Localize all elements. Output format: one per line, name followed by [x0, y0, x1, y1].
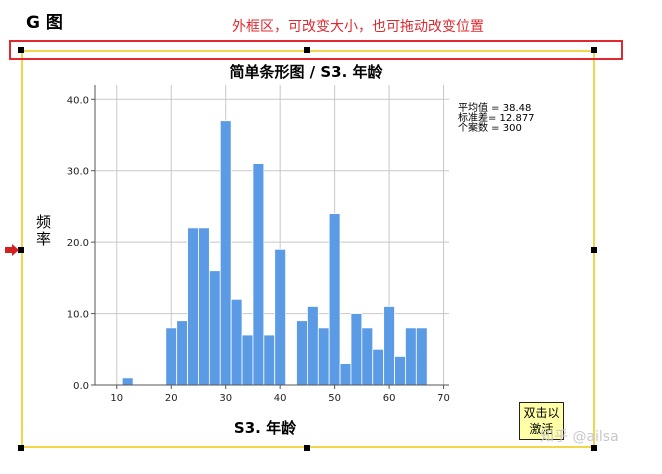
y-tick-label: 30.0	[67, 167, 89, 178]
histogram-bar	[274, 248, 287, 386]
histogram-bar	[187, 227, 199, 386]
histogram-bar	[405, 327, 417, 386]
resize-handle-top-left[interactable]	[18, 47, 24, 53]
resize-handle-bottom-right[interactable]	[591, 445, 597, 451]
histogram-bar	[361, 327, 374, 386]
histogram-bar	[372, 348, 385, 386]
activate-button[interactable]: 双击以 激活	[519, 402, 564, 440]
x-tick-label: 50	[328, 393, 341, 404]
stats-mean: 平均值 = 38.48	[458, 103, 532, 114]
stats-n: 个案数 = 300	[458, 123, 522, 134]
histogram-bar	[263, 334, 276, 386]
resize-handle-left[interactable]	[18, 247, 24, 253]
resize-handle-top-right[interactable]	[591, 47, 597, 53]
x-tick-label: 40	[274, 393, 287, 404]
resize-handle-top[interactable]	[304, 47, 310, 53]
stats-box: 平均值 = 38.48 标准差= 12.877 个案数 = 300	[458, 104, 535, 134]
histogram-bar	[198, 227, 210, 386]
histogram-bar	[415, 327, 428, 386]
y-tick-label: 0.0	[73, 381, 89, 392]
x-tick-label: 30	[219, 393, 232, 404]
y-axis-label: 频率	[36, 213, 52, 248]
histogram-bar	[208, 270, 221, 386]
resize-handle-right[interactable]	[591, 247, 597, 253]
histogram-bar	[383, 306, 395, 386]
histogram-bar	[241, 334, 254, 386]
histogram-bar	[252, 163, 265, 386]
y-tick-label: 40.0	[67, 95, 89, 106]
histogram-bar	[121, 377, 134, 386]
y-tick-labels: 0.0 10.0 20.0 30.0 40.0	[67, 95, 95, 392]
histogram-bar	[165, 327, 178, 386]
y-tick-label: 10.0	[67, 310, 89, 321]
histogram-bar	[219, 120, 232, 386]
x-axis-label: S3. 年龄	[233, 419, 297, 437]
histogram-bar	[296, 320, 308, 386]
x-tick-label: 70	[437, 393, 450, 404]
bars	[121, 120, 428, 386]
x-tick-labels: 10 20 30 40 50 60 70	[110, 385, 450, 404]
axes	[94, 85, 449, 386]
x-tick-label: 20	[165, 393, 178, 404]
histogram-bar	[339, 363, 352, 386]
selection-arrow-icon	[5, 244, 19, 256]
x-tick-label: 60	[383, 393, 396, 404]
page-heading: G 图	[26, 13, 63, 33]
watermark: 知乎 @ailsa	[540, 429, 619, 445]
histogram-bar	[394, 356, 406, 386]
histogram-bar	[350, 313, 363, 386]
stats-std: 标准差= 12.877	[458, 113, 535, 124]
histogram-bar	[328, 213, 341, 386]
histogram-bar	[230, 298, 243, 386]
y-tick-label: 20.0	[67, 238, 89, 249]
x-tick-label: 10	[110, 393, 123, 404]
histogram-bar	[306, 306, 319, 386]
annotation-highlight-box	[9, 40, 623, 60]
chart-title: 简单条形图 / S3. 年龄	[229, 63, 383, 81]
histogram-bar	[176, 320, 188, 386]
resize-handle-bottom-left[interactable]	[18, 445, 24, 451]
histogram-bar	[317, 327, 330, 386]
resize-handle-bottom[interactable]	[304, 445, 310, 451]
annotation-text: 外框区，可改变大小，也可拖动改变位置	[232, 19, 484, 35]
